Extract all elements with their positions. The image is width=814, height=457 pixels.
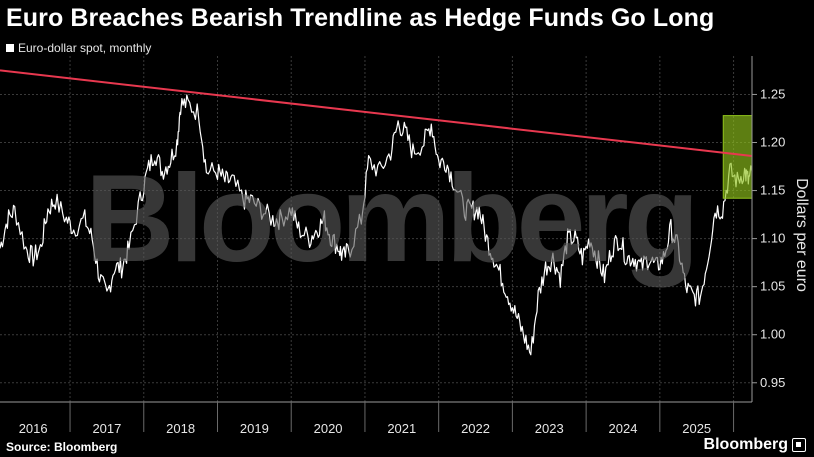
trendline <box>0 69 753 157</box>
y-tick-label: 0.95 <box>760 375 785 390</box>
series-layer <box>0 94 753 356</box>
source-label: Source: Bloomberg <box>6 440 118 454</box>
legend-swatch <box>6 44 14 52</box>
legend-label: Euro-dollar spot, monthly <box>18 41 152 55</box>
y-tick-label: 1.25 <box>760 86 785 101</box>
x-tick-label: 2021 <box>387 421 416 436</box>
overlay-layer <box>0 69 753 199</box>
x-tick-label: 2025 <box>682 421 711 436</box>
x-tick-label: 2019 <box>240 421 269 436</box>
bloomberg-icon <box>792 438 806 452</box>
y-tick-label: 1.00 <box>760 327 785 342</box>
y-axis-label: Dollars per euro <box>793 178 810 292</box>
series-line <box>0 94 753 356</box>
y-tick-label: 1.20 <box>760 135 785 150</box>
x-tick-label: 2018 <box>166 421 195 436</box>
y-tick-label: 1.10 <box>760 231 785 246</box>
brand-logo: Bloomberg <box>704 436 806 454</box>
legend: Euro-dollar spot, monthly <box>6 41 151 55</box>
chart-title: Euro Breaches Bearish Trendline as Hedge… <box>6 4 715 32</box>
y-tick-label: 1.15 <box>760 183 785 198</box>
x-tick-label: 2023 <box>535 421 564 436</box>
x-tick-label: 2020 <box>314 421 343 436</box>
highlight-box <box>722 115 753 199</box>
brand-name: Bloomberg <box>703 436 788 453</box>
y-tick-label: 1.05 <box>760 279 785 294</box>
grid <box>0 56 752 402</box>
x-tick-label: 2016 <box>19 421 48 436</box>
x-tick-label: 2024 <box>609 421 638 436</box>
axes-layer: 0.95 1.00 1.05 1.10 1.15 1.20 1.25 Dollars per … <box>0 56 810 436</box>
x-tick-label: 2017 <box>92 421 121 436</box>
x-tick-label: 2022 <box>461 421 490 436</box>
